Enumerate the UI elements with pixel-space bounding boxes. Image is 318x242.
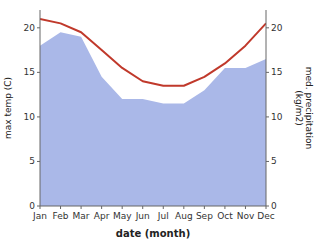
x-tick <box>122 206 123 209</box>
x-tick-label: Jul <box>157 211 169 221</box>
x-axis-line <box>40 206 266 207</box>
x-tick-label: Feb <box>53 211 69 221</box>
y-tick-label: 15 <box>24 67 35 77</box>
y-axis-line <box>40 10 41 206</box>
x-tick <box>101 206 102 209</box>
y-tick <box>37 161 40 162</box>
y-tick-label: 20 <box>24 23 36 33</box>
x-tick-label: Jun <box>135 211 150 221</box>
axes: JanFebMarAprMayJunJulAugSepOctNovDec0510… <box>24 10 283 221</box>
y-tick-label: 10 <box>24 112 36 122</box>
x-tick <box>60 206 61 209</box>
y-tick-label: 5 <box>271 156 277 166</box>
y-tick <box>266 72 269 73</box>
x-tick-label: Apr <box>94 211 110 221</box>
chart: JanFebMarAprMayJunJulAugSepOctNovDec0510… <box>0 0 318 242</box>
chart-container: JanFebMarAprMayJunJulAugSepOctNovDec0510… <box>0 0 318 242</box>
x-tick <box>204 206 205 209</box>
x-tick-label: Dec <box>257 211 274 221</box>
y-tick-label: 20 <box>271 23 283 33</box>
y-tick <box>37 27 40 28</box>
x-tick-label: Jan <box>32 211 47 221</box>
y-tick-label: 0 <box>29 201 35 211</box>
y-tick <box>37 72 40 73</box>
y-tick <box>37 206 40 207</box>
x-tick <box>245 206 246 209</box>
x-tick-label: Nov <box>237 211 255 221</box>
x-tick <box>81 206 82 209</box>
y-tick-label: 0 <box>271 201 277 211</box>
x-axis-label: date (month) <box>116 228 190 239</box>
y-tick-label: 15 <box>271 67 282 77</box>
y-tick <box>266 27 269 28</box>
x-tick <box>142 206 143 209</box>
y-tick <box>266 206 269 207</box>
x-tick-label: Aug <box>175 211 193 221</box>
x-tick-label: Mar <box>73 211 90 221</box>
y-tick <box>266 116 269 117</box>
y-tick <box>37 116 40 117</box>
y2-axis-line <box>266 10 267 206</box>
x-tick-label: May <box>113 211 132 221</box>
y-axis-label: max temp (C) <box>3 77 13 139</box>
x-tick <box>183 206 184 209</box>
y2-axis-label: med. precipitation(kg/m2) <box>294 67 314 149</box>
y-tick-label: 5 <box>29 156 35 166</box>
x-tick-label: Oct <box>217 211 233 221</box>
y-tick-label: 10 <box>271 112 283 122</box>
y-tick <box>266 161 269 162</box>
line <box>40 19 266 86</box>
x-tick <box>163 206 164 209</box>
x-tick-label: Sep <box>196 211 213 221</box>
x-tick <box>224 206 225 209</box>
plot-area <box>40 19 266 206</box>
